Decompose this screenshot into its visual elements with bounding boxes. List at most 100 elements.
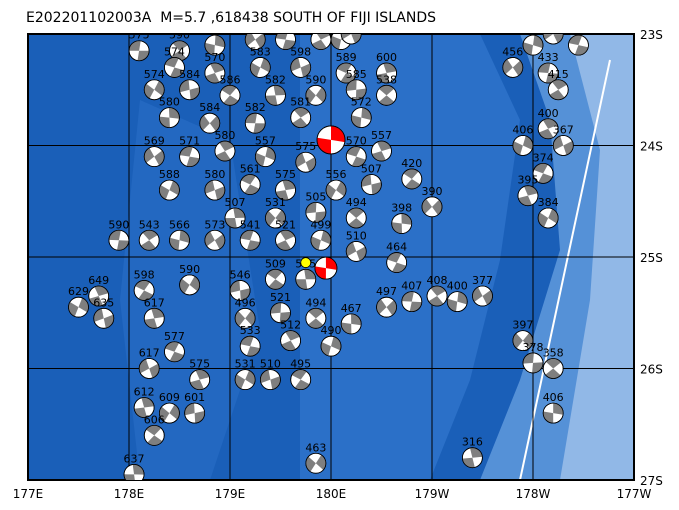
depth-label: 590 — [169, 29, 190, 42]
depth-label: 510 — [260, 358, 281, 371]
depth-label: 497 — [376, 285, 397, 298]
depth-label: 590 — [305, 73, 326, 86]
depth-label: 584 — [179, 68, 200, 81]
depth-label: 521 — [275, 218, 296, 231]
beachball — [265, 207, 286, 229]
depth-label: 574 — [144, 68, 165, 81]
beachball — [290, 369, 312, 391]
beachball — [295, 268, 317, 290]
depth-label: 496 — [235, 296, 256, 309]
beachball — [128, 40, 150, 62]
beachball — [133, 397, 155, 418]
beachball — [446, 291, 468, 313]
beachball — [340, 34, 362, 45]
beachball — [204, 179, 226, 201]
beachball — [244, 112, 266, 134]
beachball — [158, 402, 180, 424]
beachball — [345, 207, 367, 229]
lon-label: 177E — [13, 487, 44, 501]
beachball — [214, 140, 236, 162]
depth-label: 505 — [305, 190, 326, 203]
depth-label: 543 — [139, 218, 160, 231]
beachball — [340, 313, 362, 335]
lat-label: 24S — [640, 140, 663, 154]
depth-label: 649 — [88, 274, 109, 287]
depth-label: 494 — [346, 196, 367, 209]
plate-boundary — [519, 59, 611, 480]
beachball — [537, 118, 559, 140]
depth-label: 531 — [265, 196, 286, 209]
beachball — [305, 452, 327, 474]
depth-label: 499 — [310, 218, 331, 231]
epicenter-marker — [300, 257, 312, 268]
beachball — [138, 229, 160, 251]
beachball — [517, 185, 539, 207]
depth-label: 606 — [144, 413, 165, 426]
beachball — [229, 280, 251, 301]
beachball — [133, 280, 155, 301]
beachball — [376, 62, 397, 84]
beachball — [169, 40, 190, 62]
depth-label: 384 — [538, 196, 559, 209]
beachball — [552, 135, 574, 156]
depth-label: 464 — [386, 241, 407, 254]
beachball — [537, 207, 559, 229]
depth-label: 570 — [204, 51, 225, 64]
depth-label: 358 — [543, 347, 564, 360]
beachball — [239, 335, 261, 357]
depth-label: 546 — [230, 268, 251, 281]
beachball — [391, 213, 413, 234]
beachball — [254, 146, 276, 168]
lat-label: 25S — [640, 251, 663, 265]
depth-label: 510 — [346, 229, 367, 242]
depth-label: 395 — [517, 174, 538, 187]
depth-label: 590 — [179, 263, 200, 276]
beachball — [244, 34, 266, 50]
beachball — [234, 307, 256, 329]
axis-labels: 177E 178E 179E 180E 179W 178W 177W 23S 24S 25S 26S… — [13, 28, 663, 501]
beachball — [674, 85, 679, 105]
beachball — [325, 179, 347, 201]
depth-label: 408 — [427, 274, 448, 287]
depth-label: 389 — [568, 23, 589, 36]
depth-label: 377 — [472, 274, 493, 287]
beachball — [310, 34, 332, 50]
depth-label: 467 — [341, 302, 362, 315]
beachball — [275, 229, 296, 251]
beachball — [204, 34, 226, 56]
beachball — [512, 135, 534, 156]
beachball — [305, 84, 327, 106]
depth-label: 589 — [336, 51, 357, 64]
depth-label: 398 — [391, 202, 412, 215]
depth-label: 557 — [255, 135, 276, 148]
depth-label: 490 — [321, 324, 342, 337]
lat-label: 23S — [640, 28, 663, 42]
beachball — [502, 57, 524, 78]
depth-label: 582 — [265, 73, 286, 86]
beachball — [542, 34, 564, 45]
depth-label: 573 — [204, 218, 225, 231]
beachball — [542, 358, 564, 379]
beachball — [305, 307, 327, 329]
beachball — [472, 285, 493, 307]
beachball — [189, 369, 211, 391]
beachball — [265, 268, 286, 290]
beachball — [184, 402, 206, 424]
depth-label: 566 — [169, 218, 190, 231]
depth-label: 580 — [204, 168, 225, 181]
beachball — [158, 179, 180, 201]
beachball — [143, 307, 165, 329]
beachball — [224, 207, 246, 229]
lon-label: 179E — [215, 487, 246, 501]
beachball — [537, 62, 559, 84]
beachball — [310, 229, 332, 251]
beachball — [522, 34, 544, 56]
beachball — [426, 285, 448, 307]
depth-label: 600 — [376, 51, 397, 64]
depth-label: 580 — [214, 129, 235, 142]
depth-label: 463 — [305, 441, 326, 454]
beachball — [320, 335, 342, 357]
beachball — [280, 330, 302, 352]
depth-label: 507 — [225, 196, 246, 209]
